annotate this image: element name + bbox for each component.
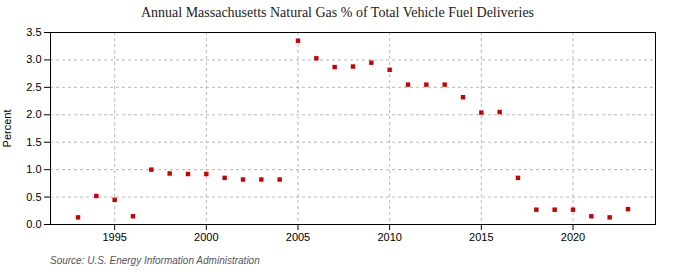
svg-text:3.5: 3.5 xyxy=(26,26,41,38)
svg-text:2010: 2010 xyxy=(377,231,401,243)
svg-text:Percent: Percent xyxy=(1,110,13,148)
svg-text:2.5: 2.5 xyxy=(26,81,41,93)
svg-text:0.5: 0.5 xyxy=(26,191,41,203)
svg-text:0.0: 0.0 xyxy=(26,218,41,230)
html-text:Annual Massachusetts Natural G: Annual Massachusetts Natural Gas % of To… xyxy=(140,5,535,20)
svg-text:3.0: 3.0 xyxy=(26,53,41,65)
svg-text:2015: 2015 xyxy=(469,231,493,243)
html-text:Source: U.S. Energy Informatio: Source: U.S. Energy Information Administ… xyxy=(50,255,260,266)
svg-text:2005: 2005 xyxy=(286,231,310,243)
svg-text:1.0: 1.0 xyxy=(26,163,41,175)
svg-text:2020: 2020 xyxy=(561,231,585,243)
svg-text:1995: 1995 xyxy=(102,231,126,243)
svg-text:2.0: 2.0 xyxy=(26,108,41,120)
svg-text:1.5: 1.5 xyxy=(26,136,41,148)
svg-text:2000: 2000 xyxy=(194,231,218,243)
